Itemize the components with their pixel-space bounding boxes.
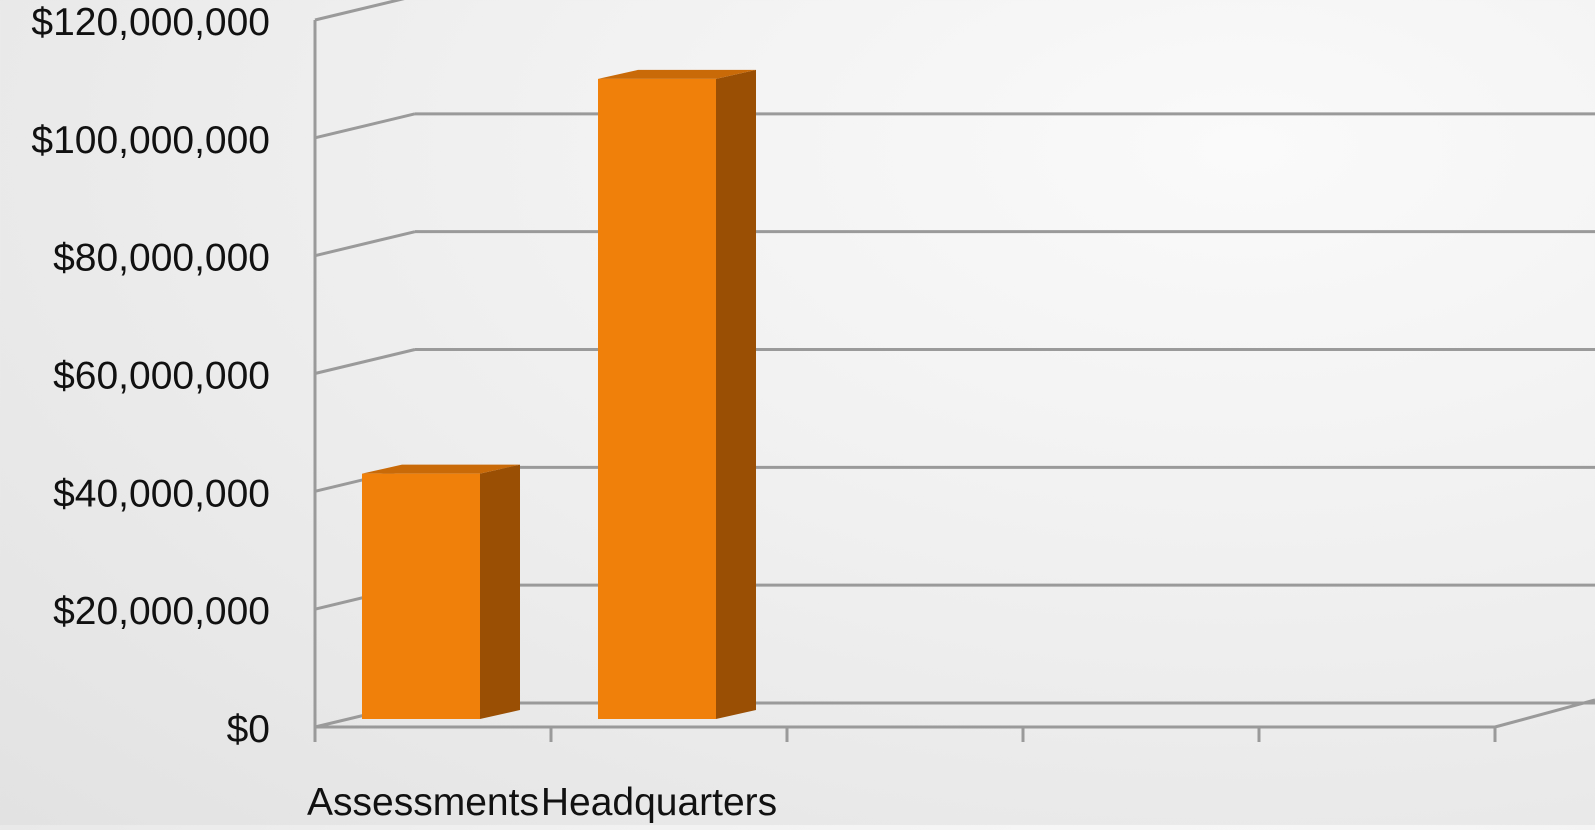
y-tick-label: $20,000,000 [53,590,270,633]
gridline-diagonal [314,348,416,375]
bar [598,78,716,719]
axis-layer [313,20,1595,742]
y-tick-label: $0 [227,708,270,751]
y-tick-label: $80,000,000 [53,237,270,280]
gridline-diagonal [314,112,416,140]
label-layer: $0 $20,000,000 $40,000,000 $60,000,000 $80,0… [31,1,777,824]
bar-top [362,464,520,474]
bar [362,473,480,719]
bar-side [480,464,520,719]
x-tick-label: Assessments [307,781,539,824]
gridline-diagonal [314,0,405,22]
bar-layer [362,69,756,719]
bar-top [598,69,756,79]
y-tick-label: $120,000,000 [31,1,270,44]
gridline-diagonal [314,230,416,258]
x-tick-label: Headquarters [541,781,777,824]
bar-side [716,69,756,719]
y-tick-label: $100,000,000 [31,119,270,162]
y-tick-label: $40,000,000 [53,472,270,515]
x-axis-floor-edge [1494,698,1595,729]
y-tick-label: $60,000,000 [53,355,270,398]
